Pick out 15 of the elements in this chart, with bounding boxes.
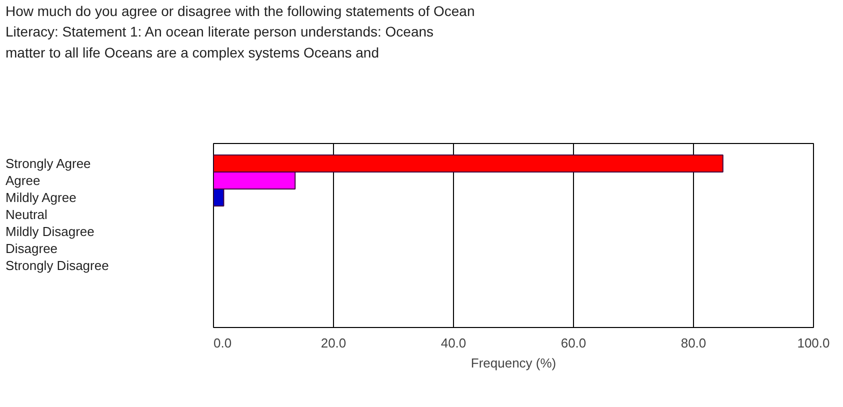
x-tick-label: 40.0: [440, 336, 466, 350]
y-tick-label: Strongly Disagree: [6, 258, 109, 273]
y-tick-label: Mildly Disagree: [6, 224, 94, 240]
x-tick-label: 20.0: [320, 336, 346, 350]
chart-title: How much do you agree or disagree with the following statements of Ocean Literacy: Statement 1: An ocean literate person understands: Oceans matter to all life Oceans are a complex systems Oceans and: [6, 2, 475, 60]
x-tick-label: 0.0: [214, 336, 232, 350]
y-tick-label: Neutral: [6, 207, 48, 222]
x-axis-title: Frequency (%): [470, 356, 556, 370]
y-tick-label: Mildly Agree: [6, 190, 76, 206]
x-tick-label: 60.0: [560, 336, 586, 350]
y-tick-label: Disagree: [6, 240, 58, 256]
x-tick-label: 100.0: [797, 336, 830, 350]
x-tick-label: 80.0: [680, 336, 706, 350]
y-tick-label: Agree: [6, 173, 40, 188]
y-tick-label: Strongly Agree: [6, 156, 91, 172]
